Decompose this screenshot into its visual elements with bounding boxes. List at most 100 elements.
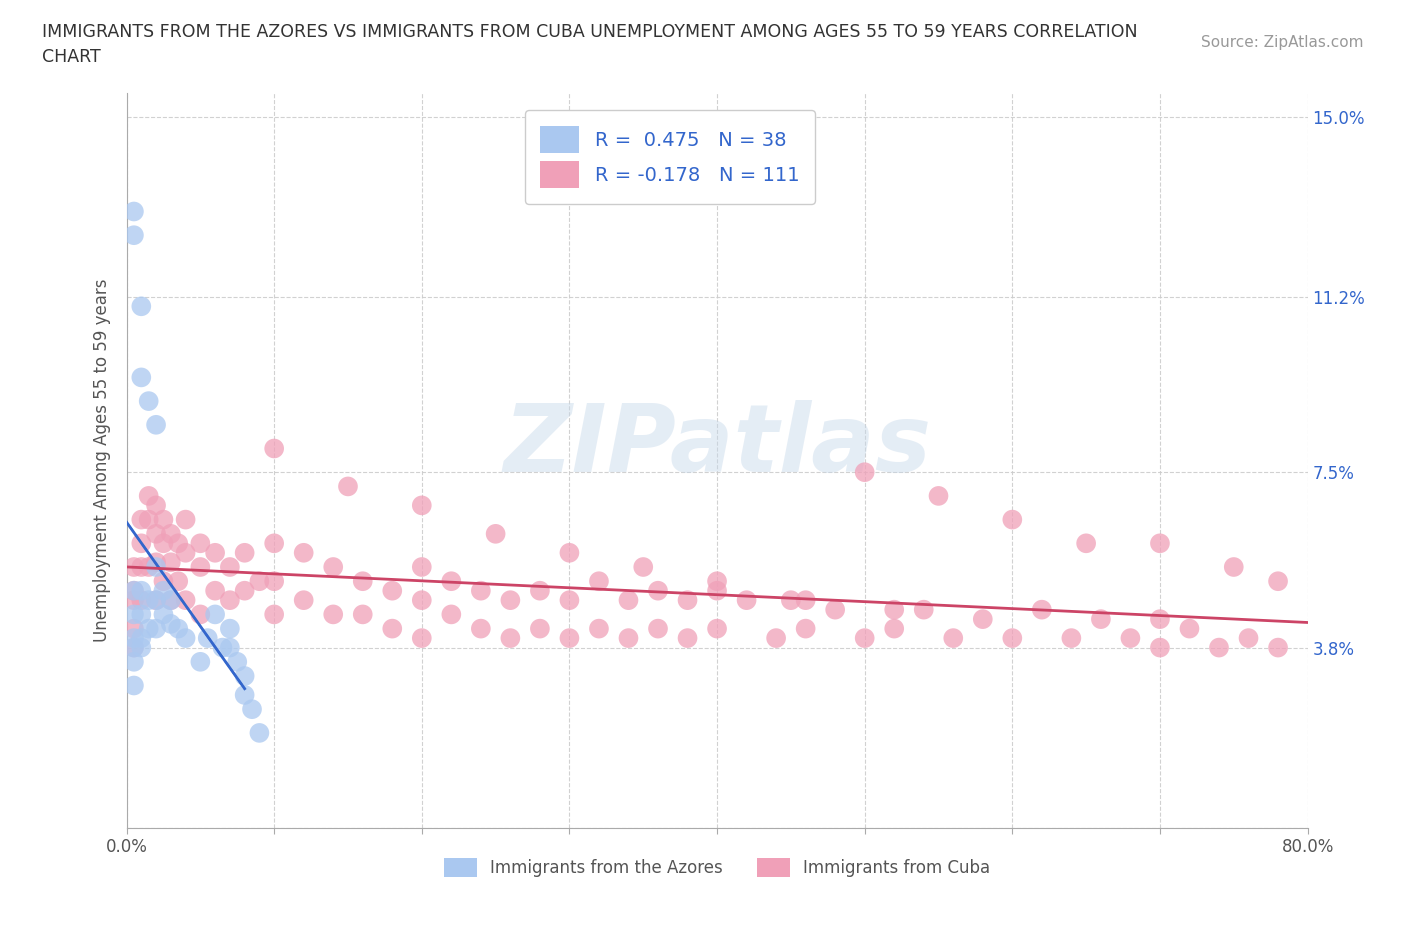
Point (145, 592, 167, 607)
Point (226, 655, 249, 670)
Point (352, 574, 374, 589)
Point (322, 607, 344, 622)
Point (1149, 536, 1171, 551)
Text: ZIPatlas: ZIPatlas (503, 400, 931, 492)
Point (122, 607, 145, 622)
Point (122, 678, 145, 693)
Point (1149, 640, 1171, 655)
Point (219, 592, 242, 607)
Point (145, 418, 167, 432)
Point (1001, 631, 1024, 645)
Point (411, 560, 433, 575)
Point (411, 592, 433, 607)
Point (160, 592, 183, 607)
Point (204, 607, 226, 622)
Point (1237, 631, 1260, 645)
Point (706, 621, 728, 636)
Point (1060, 631, 1083, 645)
Point (1031, 603, 1053, 618)
Point (972, 612, 994, 627)
Point (129, 370, 153, 385)
Point (928, 488, 950, 503)
Point (129, 536, 153, 551)
Point (138, 621, 160, 636)
Point (853, 465, 876, 480)
Point (204, 545, 226, 560)
Point (381, 583, 404, 598)
Point (292, 592, 315, 607)
Point (249, 574, 271, 589)
Point (883, 621, 905, 636)
Point (188, 560, 212, 575)
Point (440, 607, 463, 622)
Point (263, 574, 285, 589)
Point (152, 574, 174, 589)
Point (129, 299, 153, 313)
Point (129, 583, 153, 598)
Point (1076, 536, 1098, 551)
Point (138, 512, 160, 527)
Point (152, 536, 174, 551)
Point (1119, 631, 1142, 645)
Point (706, 574, 728, 589)
Point (484, 526, 508, 541)
Point (499, 631, 522, 645)
Point (558, 545, 581, 560)
Point (647, 621, 669, 636)
Point (233, 669, 256, 684)
Point (1267, 640, 1289, 655)
Point (1149, 612, 1171, 627)
Point (122, 583, 145, 598)
Point (499, 592, 522, 607)
Point (129, 560, 153, 575)
Point (470, 583, 492, 598)
Point (122, 592, 145, 607)
Y-axis label: Unemployment Among Ages 55 to 59 years: Unemployment Among Ages 55 to 59 years (93, 279, 111, 642)
Point (233, 583, 256, 598)
Point (122, 204, 145, 219)
Point (145, 621, 167, 636)
Point (122, 583, 145, 598)
Point (824, 603, 846, 618)
Point (558, 631, 581, 645)
Point (138, 488, 160, 503)
Point (219, 640, 242, 655)
Point (292, 545, 315, 560)
Point (322, 560, 344, 575)
Point (240, 702, 263, 717)
Text: CHART: CHART (42, 48, 101, 66)
Point (219, 621, 242, 636)
Point (188, 655, 212, 670)
Point (647, 583, 669, 598)
Point (219, 560, 242, 575)
Point (706, 583, 728, 598)
Point (381, 621, 404, 636)
Point (912, 603, 935, 618)
Text: Source: ZipAtlas.com: Source: ZipAtlas.com (1201, 35, 1364, 50)
Point (588, 574, 610, 589)
Point (211, 640, 233, 655)
Point (263, 536, 285, 551)
Point (765, 631, 787, 645)
Point (337, 479, 360, 494)
Point (145, 498, 167, 512)
Point (122, 655, 145, 670)
Point (1267, 574, 1289, 589)
Point (160, 526, 183, 541)
Point (122, 640, 145, 655)
Legend: Immigrants from the Azores, Immigrants from Cuba: Immigrants from the Azores, Immigrants f… (436, 850, 998, 885)
Point (152, 512, 174, 527)
Point (263, 441, 285, 456)
Point (160, 555, 183, 570)
Point (249, 725, 271, 740)
Point (352, 607, 374, 622)
Point (411, 631, 433, 645)
Point (794, 592, 817, 607)
Point (676, 592, 699, 607)
Point (780, 592, 803, 607)
Point (152, 607, 174, 622)
Point (411, 498, 433, 512)
Point (167, 621, 190, 636)
Text: IMMIGRANTS FROM THE AZORES VS IMMIGRANTS FROM CUBA UNEMPLOYMENT AMONG AGES 55 TO: IMMIGRANTS FROM THE AZORES VS IMMIGRANTS… (42, 23, 1137, 41)
Point (174, 545, 197, 560)
